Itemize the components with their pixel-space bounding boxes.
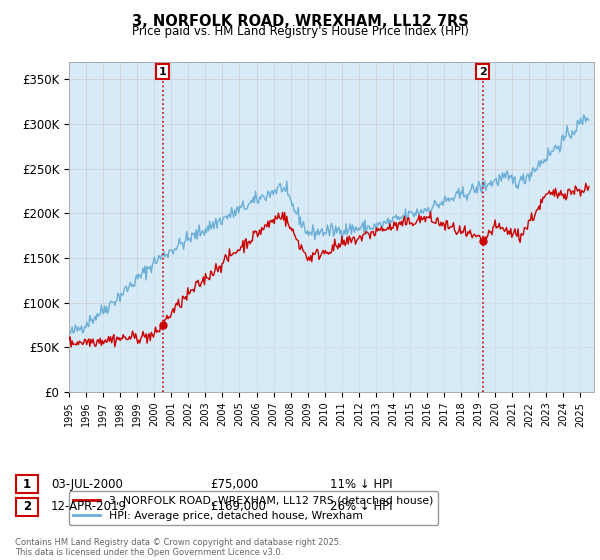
Text: 1: 1 (159, 67, 167, 77)
Text: 12-APR-2019: 12-APR-2019 (51, 500, 127, 514)
Text: Contains HM Land Registry data © Crown copyright and database right 2025.
This d: Contains HM Land Registry data © Crown c… (15, 538, 341, 557)
Text: 26% ↓ HPI: 26% ↓ HPI (330, 500, 392, 514)
Text: Price paid vs. HM Land Registry's House Price Index (HPI): Price paid vs. HM Land Registry's House … (131, 25, 469, 38)
Text: £75,000: £75,000 (210, 478, 258, 491)
Text: 03-JUL-2000: 03-JUL-2000 (51, 478, 123, 491)
Legend: 3, NORFOLK ROAD, WREXHAM, LL12 7RS (detached house), HPI: Average price, detache: 3, NORFOLK ROAD, WREXHAM, LL12 7RS (deta… (69, 491, 438, 525)
Text: £169,000: £169,000 (210, 500, 266, 514)
Text: 2: 2 (23, 500, 31, 514)
Text: 1: 1 (23, 478, 31, 491)
Text: 11% ↓ HPI: 11% ↓ HPI (330, 478, 392, 491)
Text: 3, NORFOLK ROAD, WREXHAM, LL12 7RS: 3, NORFOLK ROAD, WREXHAM, LL12 7RS (131, 14, 469, 29)
Text: 2: 2 (479, 67, 487, 77)
